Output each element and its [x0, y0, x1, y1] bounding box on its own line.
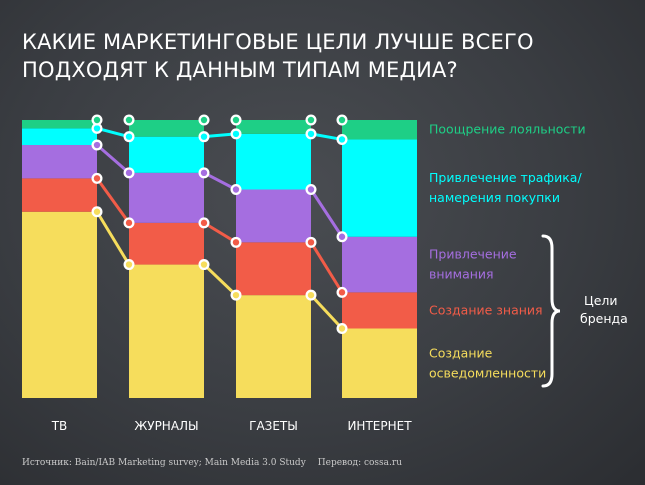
- marker-dot: [307, 291, 315, 299]
- bar-segment: [129, 120, 204, 137]
- marker-dot: [125, 261, 133, 268]
- connector-line: [95, 177, 131, 224]
- connector-line: [309, 294, 344, 330]
- brand-goals-label-line: бренда: [580, 311, 628, 326]
- bar-segment: [342, 292, 417, 329]
- marker-dot: [338, 136, 346, 143]
- series-label-line: внимания: [429, 267, 494, 282]
- series-label: Привлечение внимания: [429, 247, 517, 282]
- marker-dot: [125, 116, 133, 124]
- marker-dot: [307, 130, 315, 138]
- connector-line: [203, 171, 237, 191]
- brand-goals-bracket: [541, 234, 561, 388]
- bar-segment: [236, 242, 311, 296]
- bar-segment: [22, 128, 97, 146]
- marker-dot: [232, 130, 240, 138]
- translation-credit: Перевод: cossa.ru: [317, 458, 402, 468]
- bar-segment: [236, 120, 311, 134]
- connector-line: [95, 210, 131, 266]
- bar-segment: [342, 139, 417, 237]
- bar-segment: [342, 236, 417, 293]
- marker-dot: [125, 133, 133, 140]
- chart-title-line-2: ПОДХОДЯТ К ДАННЫМ ТИПАМ МЕДИА?: [22, 58, 458, 82]
- connector-line: [309, 188, 344, 238]
- marker-dot: [93, 208, 101, 215]
- brand-goals-label: Цели бренда: [580, 293, 628, 326]
- series-label-line: Создание: [429, 345, 493, 360]
- category-label: ГАЗЕТЫ: [249, 419, 298, 433]
- series-label-line: Поощрение лояльности: [429, 122, 586, 137]
- marker-dot: [200, 133, 208, 140]
- connector-line: [96, 126, 130, 139]
- series-label-line: намерения покупки: [429, 190, 560, 205]
- marker-dot: [200, 169, 208, 177]
- marker-dot: [125, 169, 133, 177]
- brand-goals-label-line: Цели: [584, 293, 618, 308]
- bar-segment: [236, 133, 311, 190]
- marker-dot: [338, 325, 346, 332]
- bar-segment: [22, 178, 97, 212]
- series-label-line: Создание знания: [429, 302, 543, 317]
- category-label: ЖУРНАЛЫ: [134, 419, 198, 433]
- connector-line: [96, 143, 130, 174]
- bar-segment: [22, 145, 97, 179]
- marker-dot: [232, 116, 240, 124]
- series-label: Привлечение трафика/намерения покупки: [429, 170, 582, 205]
- bar-segment: [22, 211, 97, 398]
- series-label-line: Привлечение трафика/: [429, 170, 582, 185]
- marker-dot: [200, 219, 208, 227]
- bar-segment: [129, 264, 204, 398]
- marker-dot: [307, 186, 315, 193]
- marker-dot: [93, 125, 101, 132]
- bar-segment: [342, 328, 417, 398]
- marker-dot: [232, 239, 240, 246]
- marker-dot: [93, 141, 101, 149]
- category-label: ТВ: [51, 419, 68, 433]
- series-label-line: осведомленности: [429, 365, 546, 380]
- bar-segment: [236, 189, 311, 243]
- marker-dot: [307, 239, 315, 246]
- connector-line: [309, 241, 344, 294]
- source-text: Источник: Bain/IAB Marketing survey; Mai…: [22, 458, 306, 468]
- bar-segment: [342, 120, 417, 140]
- category-label: ИНТЕРНЕТ: [347, 419, 412, 433]
- bar-segment: [129, 172, 204, 223]
- marker-dot: [307, 116, 315, 124]
- bar-segment: [129, 222, 204, 265]
- series-label: Создание знания: [429, 302, 543, 317]
- marker-dot: [232, 186, 240, 193]
- marker-dot: [200, 116, 208, 124]
- marker-dot: [125, 219, 133, 227]
- connector-line: [202, 263, 238, 297]
- marker-dot: [200, 261, 208, 268]
- marker-dot: [93, 116, 101, 124]
- series-label-line: Привлечение: [429, 247, 517, 262]
- marker-dot: [93, 175, 101, 182]
- marker-dot: [338, 233, 346, 240]
- marker-dot: [338, 116, 346, 124]
- series-label: Создание осведомленности: [429, 345, 546, 380]
- bar-segment: [236, 295, 311, 398]
- chart-title-line-1: КАКИЕ МАРКЕТИНГОВЫЕ ЦЕЛИ ЛУЧШЕ ВСЕГО: [22, 30, 534, 54]
- series-label: Поощрение лояльности: [429, 122, 586, 137]
- marker-dot: [232, 291, 240, 299]
- marker-dot: [338, 289, 346, 296]
- chart-title: КАКИЕ МАРКЕТИНГОВЫЕ ЦЕЛИ ЛУЧШЕ ВСЕГО ПОД…: [22, 28, 582, 84]
- bar-segment: [129, 136, 204, 173]
- connector-line: [203, 221, 237, 244]
- source-note: Источник: Bain/IAB Marketing survey; Mai…: [22, 458, 402, 468]
- bar-segment: [22, 120, 97, 129]
